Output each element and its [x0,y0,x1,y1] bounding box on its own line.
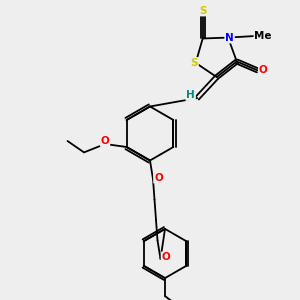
Text: O: O [100,136,109,146]
Text: O: O [154,172,163,183]
Text: O: O [259,65,268,76]
Text: H: H [186,90,195,100]
Text: Me: Me [254,31,272,41]
Text: S: S [190,58,198,68]
Text: N: N [225,33,234,43]
Text: O: O [161,252,170,262]
Text: S: S [199,6,206,16]
